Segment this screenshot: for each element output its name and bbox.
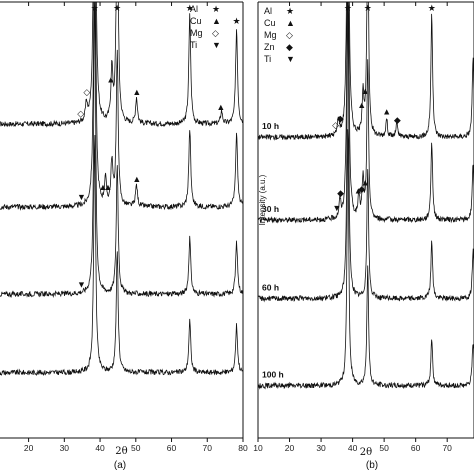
panel-label: (b): [366, 460, 378, 471]
phase-marker: ▼: [332, 203, 341, 213]
x-tick-label: 50: [379, 443, 389, 453]
phase-marker: ◆: [337, 113, 344, 123]
x-tick-label: 70: [203, 443, 213, 453]
phase-marker: ★: [186, 3, 194, 13]
x-tick-label: 40: [348, 443, 358, 453]
phase-marker: ★: [364, 3, 372, 13]
legend-symbol: ▼: [212, 40, 221, 50]
series-label: 100 h: [262, 370, 284, 380]
xrd-pattern-line: [0, 2, 243, 211]
legend-label: Ti: [264, 54, 271, 64]
x-axis-title: 2θ: [115, 446, 127, 457]
legend-symbol: ◇: [212, 28, 219, 38]
x-tick-label: 10: [253, 443, 263, 453]
series-label: 30 h: [262, 204, 279, 214]
phase-marker: ★: [344, 3, 352, 13]
legend-symbol: ▲: [212, 16, 221, 26]
x-tick-label: 80: [238, 443, 248, 453]
phase-marker: ▼: [77, 192, 86, 202]
y-axis-title: Intensity (a.u.): [258, 174, 267, 225]
series-group: [258, 2, 474, 390]
legend-label: Mg: [264, 30, 277, 40]
x-tick-label: 20: [285, 443, 295, 453]
phase-marker: ★: [91, 3, 99, 13]
xrd-pattern-line: [258, 2, 474, 141]
phase-marker: ◆: [337, 188, 344, 198]
phase-marker: ▲: [382, 107, 391, 117]
x-tick-label: 30: [60, 443, 70, 453]
xrd-pattern-line: [258, 2, 474, 303]
legend-symbol: ★: [286, 6, 294, 16]
legend-label: Al: [190, 4, 198, 14]
xrd-pattern-line: [0, 134, 243, 376]
chart-panel-b: 10 20 30 40 50 60 70 2θ (b) Intensity (a.u.) Al ★ Cu…: [253, 1, 474, 471]
phase-marker: ◇: [83, 87, 90, 97]
phase-marker: ▲: [106, 75, 115, 85]
legend-symbol: ▼: [286, 54, 295, 64]
legend-symbol: ◇: [286, 30, 293, 40]
phase-marker: ◆: [358, 184, 365, 194]
legend-label: Zn: [264, 42, 275, 52]
phase-marker: ▲: [103, 182, 112, 192]
legend-label: Ti: [190, 40, 197, 50]
phase-marker: ▲: [132, 87, 141, 97]
phase-marker: ▲: [354, 185, 363, 195]
series-label: 10 h: [262, 121, 279, 131]
panel-label: (a): [114, 460, 126, 471]
phase-marker: ★: [428, 3, 436, 13]
x-axis-title: 2θ: [360, 447, 372, 458]
phase-marker: ▲: [357, 100, 366, 110]
phase-marker: ◇: [332, 120, 339, 130]
phase-marker: ★: [113, 3, 121, 13]
x-tick-label: 30: [316, 443, 326, 453]
xrd-pattern-line: [0, 2, 243, 299]
x-tick-label: 60: [167, 443, 177, 453]
legend-symbol: ◆: [286, 42, 293, 52]
phase-marker: ▲: [98, 182, 107, 192]
phase-marker: ▲: [216, 102, 225, 112]
legend-label: Mg: [190, 28, 203, 38]
phase-marker: ▲: [361, 86, 370, 96]
phase-marker: ▲: [132, 174, 141, 184]
phase-marker: ▲: [361, 178, 370, 188]
legend-label: Cu: [190, 16, 202, 26]
phase-marker: ▼: [77, 280, 86, 290]
phase-marker: ★: [233, 16, 241, 26]
x-tick-label: 60: [411, 443, 421, 453]
legend-label: Al: [264, 6, 272, 16]
x-tick-label: 50: [131, 443, 141, 453]
x-tick-label: 20: [24, 443, 34, 453]
legend-label: Cu: [264, 18, 276, 28]
series-label: 60 h: [262, 282, 279, 292]
x-tick-label: 40: [95, 443, 105, 453]
series-group: [0, 2, 243, 376]
xrd-pattern-line: [258, 129, 474, 390]
phase-marker: ◆: [394, 115, 401, 125]
legend-symbol: ▲: [286, 18, 295, 28]
phase-marker: ◇: [77, 108, 84, 118]
xrd-pattern-line: [258, 2, 474, 224]
legend-symbol: ★: [212, 4, 220, 14]
x-tick-label: 70: [442, 443, 452, 453]
xrd-pattern-line: [0, 2, 243, 128]
